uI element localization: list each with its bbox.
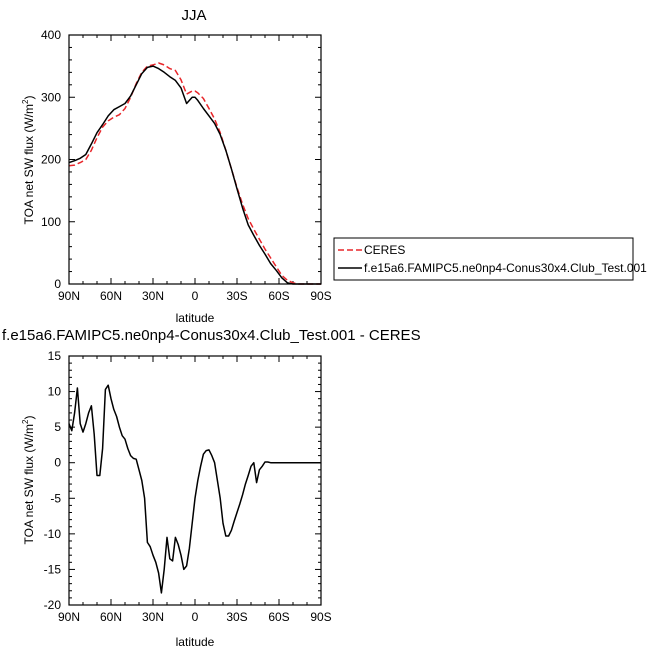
x-tick-label: 60S xyxy=(268,289,289,303)
y-tick-label: 0 xyxy=(54,456,61,470)
x-tick-label: 90S xyxy=(310,610,331,624)
top-panel: JJA 90N 60N 30N 0 30S 60S 90S 0 100 200 300 400 lat… xyxy=(21,7,332,325)
x-tick-label: 60S xyxy=(268,610,289,624)
y-tick-label: 15 xyxy=(48,349,62,363)
y-tick-label: 0 xyxy=(54,277,61,291)
top-series-lines xyxy=(68,62,321,285)
top-x-axis-label: latitude xyxy=(176,311,215,325)
bottom-y-axis-label: TOA net SW flux (W/m2) xyxy=(21,416,36,545)
x-tick-label: 90N xyxy=(58,610,80,624)
x-tick-label: 30S xyxy=(226,289,247,303)
x-tick-label: 30S xyxy=(226,610,247,624)
x-tick-label: 90S xyxy=(310,289,331,303)
bottom-axes-ticks: 90N 60N 30N 0 30S 60S 90S -20 -15 -10 -5 0 5 10 15 xyxy=(44,349,332,624)
series-line-model xyxy=(68,65,321,285)
top-y-axis-label: TOA net SW flux (W/m2) xyxy=(21,96,36,225)
x-tick-label: 0 xyxy=(192,610,199,624)
series-line-ceres xyxy=(68,62,321,285)
y-tick-label: 300 xyxy=(41,90,61,104)
legend: CERES f.e15a6.FAMIPC5.ne0np4-Conus30x4.C… xyxy=(333,237,647,281)
bottom-plot-frame xyxy=(68,355,322,606)
bottom-series-lines xyxy=(68,384,321,594)
legend-ceres-label: CERES xyxy=(364,243,405,257)
series-line-difference xyxy=(68,384,321,594)
legend-box xyxy=(333,237,634,281)
x-tick-label: 90N xyxy=(58,289,80,303)
y-tick-label: 200 xyxy=(41,153,61,167)
legend-model-label: f.e15a6.FAMIPC5.ne0np4-Conus30x4.Club_Te… xyxy=(364,261,647,275)
y-tick-label: 400 xyxy=(41,28,61,42)
x-tick-label: 30N xyxy=(142,289,164,303)
y-tick-label: -5 xyxy=(50,491,61,505)
top-axes-ticks: 90N 60N 30N 0 30S 60S 90S 0 100 200 300 400 xyxy=(41,28,332,303)
x-tick-label: 60N xyxy=(100,610,122,624)
y-tick-label: -20 xyxy=(44,598,62,612)
y-tick-label: 100 xyxy=(41,215,61,229)
bottom-panel: f.e15a6.FAMIPC5.ne0np4-Conus30x4.Club_Te… xyxy=(2,327,421,649)
x-tick-label: 0 xyxy=(192,289,199,303)
top-plot-frame xyxy=(68,34,322,285)
y-tick-label: 5 xyxy=(54,420,61,434)
x-tick-label: 30N xyxy=(142,610,164,624)
y-tick-label: -10 xyxy=(44,527,62,541)
y-tick-label: -15 xyxy=(44,562,62,576)
x-tick-label: 60N xyxy=(100,289,122,303)
bottom-chart-title: f.e15a6.FAMIPC5.ne0np4-Conus30x4.Club_Te… xyxy=(2,327,421,344)
bottom-x-axis-label: latitude xyxy=(176,635,215,649)
y-tick-label: 10 xyxy=(48,385,62,399)
top-chart-title: JJA xyxy=(181,7,206,24)
